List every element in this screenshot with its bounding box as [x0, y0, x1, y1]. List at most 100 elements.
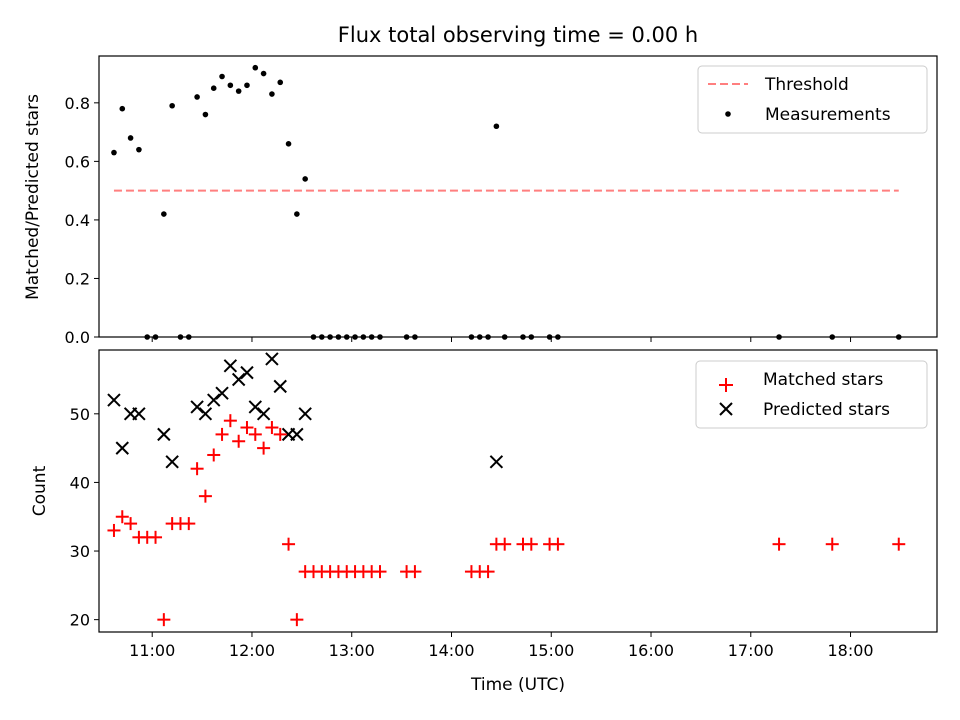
- x-tick-label: 16:00: [628, 641, 674, 660]
- measurements-legend-label: Measurements: [765, 105, 891, 125]
- predicted-star-marker: [265, 352, 279, 366]
- measurement-point: [285, 141, 292, 147]
- matched-star-marker: [282, 537, 296, 551]
- bottom-y-tick-label: 20: [70, 611, 90, 630]
- predicted-marker-stroke: [198, 407, 213, 421]
- predicted-star-marker: [489, 455, 504, 469]
- matched-legend-swatch: [719, 378, 733, 392]
- predicted-star-marker: [165, 455, 179, 469]
- predicted-marker-stroke: [107, 393, 121, 407]
- predicted-marker-stroke: [256, 407, 271, 421]
- x-tick-label: 14:00: [428, 641, 474, 660]
- matched-star-marker: [257, 441, 271, 455]
- measurement-point: [294, 211, 300, 217]
- measurement-point: [136, 146, 142, 153]
- bottom-plot-frame: [98, 349, 938, 633]
- bottom-data-layer: [107, 352, 906, 627]
- predicted-marker-stroke: [223, 359, 238, 373]
- matched-star-marker: [190, 462, 204, 476]
- predicted-star-marker: [231, 372, 246, 387]
- measurement-point: [252, 64, 259, 71]
- matched-star-marker: [248, 427, 262, 441]
- predicted-star-marker: [198, 407, 213, 421]
- measurement-point: [269, 91, 275, 97]
- predicted-legend-label: Predicted stars: [763, 400, 890, 420]
- matched-star-marker: [408, 565, 422, 579]
- top-panel: 0.00.20.40.60.8 Matched/Predicted stars …: [23, 55, 938, 347]
- measurement-point: [202, 111, 209, 118]
- bottom-legend: Matched stars Predicted stars: [695, 360, 928, 429]
- x-tick-label: 15:00: [528, 641, 574, 660]
- bottom-panel: 11:00 12:00 13:00 14:00 15:00 16:00 17:00 18:00…: [30, 349, 938, 695]
- measurements-legend-swatch: [725, 111, 731, 117]
- chart-title: Flux total observing time = 0.00 h: [338, 23, 698, 47]
- matched-star-marker: [115, 510, 129, 524]
- measurement-point: [161, 211, 167, 217]
- predicted-marker-stroke: [190, 400, 204, 414]
- matched-star-marker: [551, 537, 565, 551]
- x-tick-label: 17:00: [728, 641, 774, 660]
- threshold-legend-label: Threshold: [764, 75, 849, 95]
- predicted-marker-stroke: [132, 407, 146, 421]
- matched-legend-label: Matched stars: [763, 370, 883, 390]
- top-legend: Threshold Measurements: [697, 65, 928, 134]
- predicted-marker-stroke: [489, 455, 504, 469]
- bottom-y-tick-label: 30: [70, 542, 90, 561]
- measurement-point: [260, 70, 267, 77]
- matched-star-marker: [149, 530, 163, 544]
- bottom-y-tick-label: 40: [70, 473, 90, 492]
- matched-star-marker: [124, 517, 138, 531]
- top-plot-frame: [98, 55, 938, 338]
- matched-star-marker: [240, 421, 254, 435]
- measurement-point: [194, 94, 200, 100]
- matched-star-marker: [290, 613, 304, 627]
- predicted-marker-stroke: [290, 427, 304, 442]
- predicted-star-marker: [290, 427, 304, 442]
- predicted-star-marker: [240, 365, 254, 380]
- measurement-point: [235, 88, 242, 94]
- matched-star-marker: [825, 537, 839, 551]
- matched-star-marker: [232, 434, 246, 448]
- top-y-tick-label: 0.8: [65, 94, 90, 113]
- x-tick-label: 13:00: [329, 641, 375, 660]
- predicted-star-marker: [298, 407, 312, 421]
- predicted-star-marker: [256, 407, 271, 421]
- measurement-point: [119, 105, 126, 112]
- predicted-star-marker: [107, 393, 121, 407]
- x-tick-label: 12:00: [229, 641, 275, 660]
- predicted-star-marker: [157, 427, 171, 442]
- measurement-point: [302, 176, 308, 182]
- predicted-marker-stroke: [207, 393, 221, 407]
- bottom-y-axis-label: Count: [30, 465, 50, 516]
- matched-star-marker: [182, 517, 196, 531]
- predicted-star-marker: [207, 393, 221, 407]
- measurement-point: [210, 85, 217, 91]
- bottom-y-tick-label: 50: [70, 405, 90, 424]
- predicted-marker-stroke: [231, 372, 246, 387]
- predicted-marker-stroke: [273, 379, 287, 394]
- measurement-point: [111, 149, 117, 156]
- predicted-star-marker: [190, 400, 204, 414]
- x-tick-label: 18:00: [827, 641, 873, 660]
- top-y-axis-label: Matched/Predicted stars: [23, 94, 43, 300]
- predicted-marker-stroke: [265, 352, 279, 366]
- measurement-point: [277, 79, 284, 86]
- matched-star-marker: [892, 537, 906, 551]
- predicted-marker-stroke: [165, 455, 179, 469]
- predicted-star-marker: [115, 441, 129, 455]
- top-axis-ticks: 0.0 0.2 0.4 0.6 0.8: [65, 94, 852, 347]
- matched-star-marker: [498, 537, 512, 551]
- predicted-marker-stroke: [240, 365, 254, 380]
- matched-star-marker: [223, 414, 237, 428]
- predicted-legend-swatch: [719, 402, 733, 416]
- measurement-point: [227, 82, 234, 89]
- matched-star-marker: [198, 489, 212, 503]
- predicted-marker-stroke: [248, 400, 263, 414]
- predicted-star-marker: [132, 407, 146, 421]
- x-tick-label: 11:00: [129, 641, 175, 660]
- predicted-star-marker: [248, 400, 263, 414]
- predicted-star-marker: [273, 379, 287, 394]
- top-y-tick-label: 0.0: [65, 328, 90, 347]
- matched-star-marker: [481, 565, 495, 579]
